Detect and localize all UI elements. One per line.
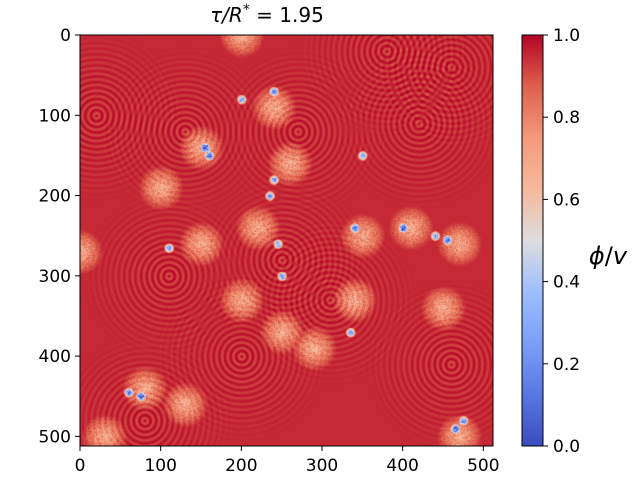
colorbar-label-slash: / [605,242,614,270]
x-tick-label: 400 [386,456,418,476]
y-tick-label: 500 [39,427,71,447]
x-tick-label: 100 [144,456,176,476]
colorbar-tick-label: 0.2 [553,355,580,375]
colorbar-tick-label: 0.8 [553,108,580,128]
title-sup: * [243,2,250,18]
colorbar-tick-label: 0.0 [553,437,580,457]
colorbar-tick-label: 1.0 [553,26,580,46]
colorbar-label-phi: ϕ [589,242,605,270]
y-tick-label: 0 [60,26,71,46]
colorbar-axis: 0.0 0.2 0.4 0.6 0.8 1.0 [543,26,580,457]
y-tick-label: 100 [39,106,71,126]
colorbar-tick-label: 0.4 [553,273,580,293]
colorbar [521,34,544,447]
colorbar-label-v: v [613,242,628,270]
x-tick-label: 500 [467,456,499,476]
x-tick-label: 0 [75,456,86,476]
plot-frame [79,34,494,447]
title-lhs: τ/R [210,3,243,27]
chart-title: τ/R* = 1.95 [210,2,324,27]
y-tick-label: 400 [39,347,71,367]
x-tick-label: 200 [225,456,257,476]
y-axis: 0 100 200 300 400 500 [39,26,80,447]
colorbar-label: ϕ/v [589,242,628,270]
x-axis: 0 100 200 300 400 500 [75,446,500,476]
heatmap-image [80,35,493,446]
y-tick-label: 300 [39,267,71,287]
y-tick-label: 200 [39,187,71,207]
x-tick-label: 300 [306,456,338,476]
title-rhs: = 1.95 [250,3,324,27]
colorbar-tick-label: 0.6 [553,190,580,210]
